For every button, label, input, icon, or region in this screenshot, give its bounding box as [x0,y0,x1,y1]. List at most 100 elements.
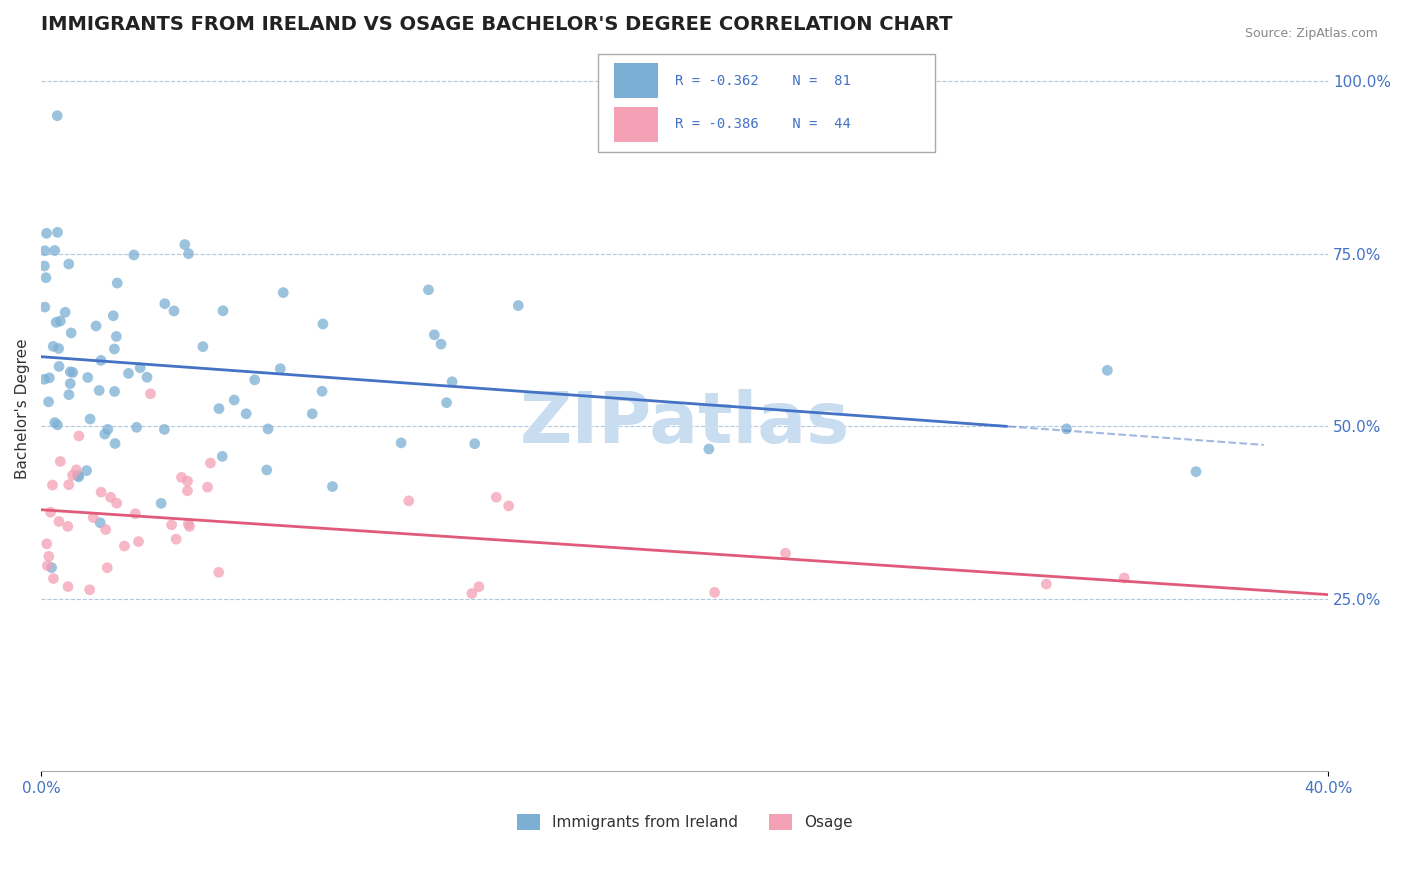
Point [464,436,486,450]
Point [90,353,112,368]
Point [79,412,101,426]
Point [1056,422,1078,436]
Point [56,580,79,594]
Point [48,342,70,356]
Point [191,340,214,354]
Point [42,339,65,353]
Point [58,257,80,271]
Point [224,392,246,407]
Point [59,365,82,379]
Point [1097,363,1119,377]
Text: Source: ZipAtlas.com: Source: ZipAtlas.com [1244,27,1378,40]
Point [105,329,128,343]
Point [153,422,176,436]
Point [697,442,720,456]
Point [436,395,458,409]
Point [44,244,66,258]
Point [76,464,98,478]
Point [200,456,222,470]
Point [96,560,118,574]
Point [129,360,152,375]
Point [398,493,420,508]
Point [56,519,79,533]
Point [46,109,69,123]
Point [117,367,139,381]
Point [58,387,80,401]
Point [468,580,491,594]
Point [1114,571,1136,585]
Point [160,517,183,532]
Point [173,237,195,252]
Point [34,372,56,386]
Point [139,386,162,401]
Point [58,477,80,491]
Point [67,470,90,484]
Point [176,483,198,498]
Legend: Immigrants from Ireland, Osage: Immigrants from Ireland, Osage [510,808,859,836]
Point [48,515,70,529]
Point [62,366,84,380]
Point [34,244,56,258]
Point [66,468,89,483]
Point [45,315,67,329]
Point [243,373,266,387]
Point [34,259,56,273]
Point [42,572,65,586]
Point [177,516,200,531]
Point [105,276,128,290]
Point [389,435,412,450]
Point [170,470,193,484]
Point [84,318,107,333]
Point [89,516,111,530]
Point [37,558,59,573]
Point [35,537,58,551]
Point [430,337,453,351]
Point [257,422,280,436]
Point [136,370,159,384]
Point [94,523,117,537]
Point [423,327,446,342]
Point [41,478,63,492]
Point [271,285,294,300]
Point [104,436,127,450]
Point [38,371,60,385]
Point [165,532,187,546]
Text: ZIPatlas: ZIPatlas [520,389,849,458]
Point [103,309,125,323]
Point [321,479,343,493]
Point [59,376,82,391]
Point [90,485,112,500]
Point [112,539,135,553]
Point [1185,465,1208,479]
Point [100,490,122,504]
FancyBboxPatch shape [598,54,935,152]
Point [82,510,104,524]
Point [94,427,117,442]
Point [418,283,440,297]
Point [122,248,145,262]
Point [508,299,530,313]
Point [312,317,335,331]
Point [103,342,125,356]
Point [35,270,58,285]
Point [46,417,69,432]
Point [212,303,235,318]
Point [128,534,150,549]
Point [97,422,120,436]
Point [176,474,198,488]
Point [703,585,725,599]
Point [89,384,111,398]
Point [67,429,90,443]
Point [485,490,508,504]
Point [208,401,231,416]
Point [49,314,72,328]
Point [441,375,464,389]
Point [301,407,323,421]
Point [76,370,98,384]
Point [44,416,66,430]
Point [49,454,72,468]
Point [235,407,257,421]
Point [177,246,200,260]
Point [461,586,484,600]
Point [269,361,291,376]
